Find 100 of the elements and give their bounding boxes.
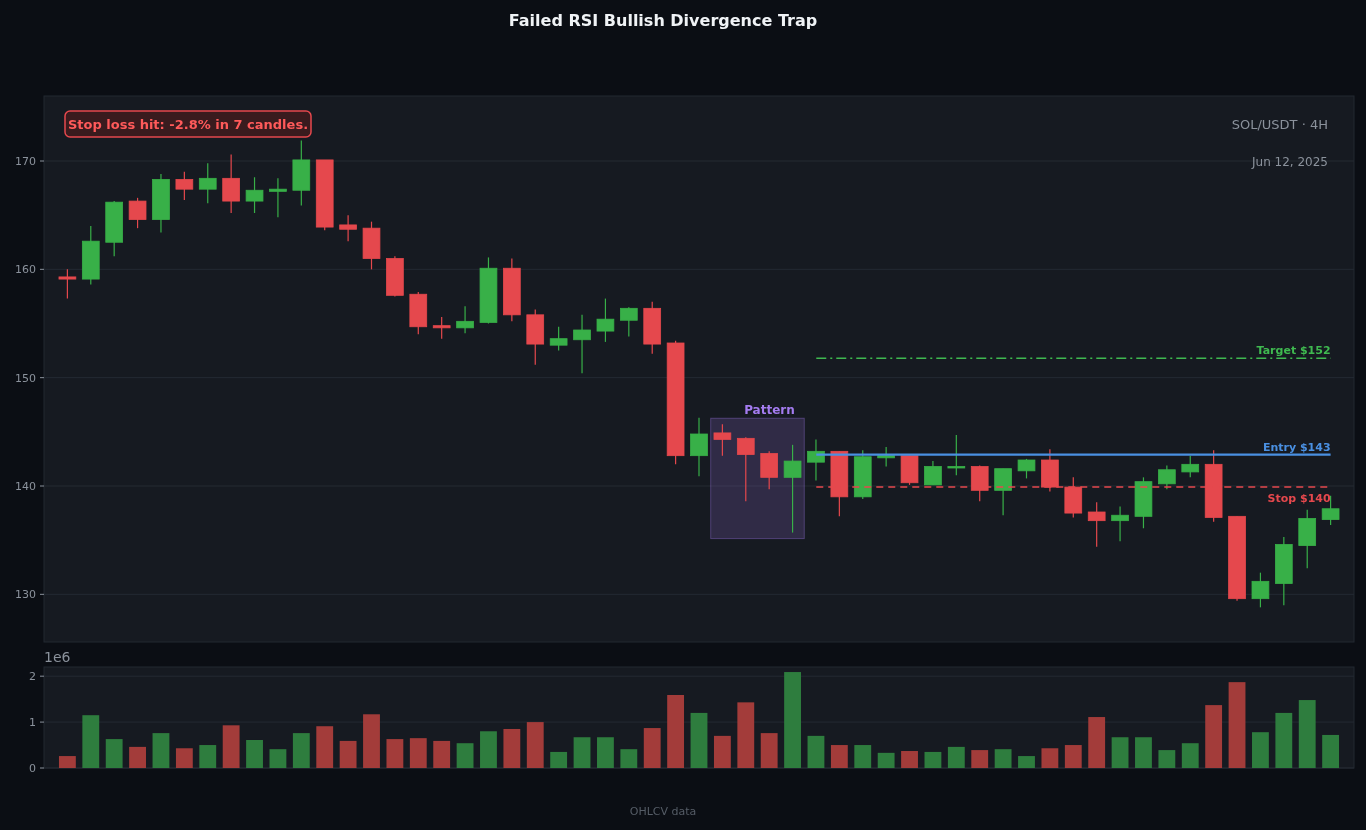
bar bbox=[1275, 712, 1293, 768]
bar bbox=[877, 752, 895, 768]
bar bbox=[737, 702, 755, 768]
bar bbox=[199, 745, 217, 768]
bar bbox=[947, 746, 965, 768]
candlestick bbox=[713, 423, 732, 457]
text: OHLCV data bbox=[629, 804, 697, 818]
candlestick bbox=[128, 197, 147, 229]
bar bbox=[480, 731, 497, 768]
annotation: Pattern bbox=[744, 403, 795, 418]
bar bbox=[1322, 734, 1340, 768]
bar bbox=[58, 756, 76, 768]
candlestick bbox=[1111, 505, 1129, 542]
y-tick-label: 0 bbox=[29, 761, 36, 775]
ref-line-label: Entry $143 bbox=[1262, 440, 1331, 454]
bar bbox=[152, 733, 170, 768]
bar bbox=[105, 739, 123, 768]
candlestick bbox=[1181, 455, 1200, 478]
bar bbox=[339, 740, 357, 768]
candlestick bbox=[222, 153, 240, 214]
bar bbox=[246, 740, 263, 768]
bar bbox=[971, 750, 989, 768]
candlestick bbox=[339, 214, 357, 242]
bar bbox=[82, 715, 100, 768]
bar bbox=[1111, 737, 1129, 768]
candlestick bbox=[596, 297, 615, 343]
candlestick bbox=[760, 450, 778, 490]
candlestick bbox=[690, 417, 708, 477]
y-tick-label: 140 bbox=[15, 479, 36, 493]
y-axis-title: 1e6 bbox=[44, 649, 71, 665]
bar bbox=[222, 725, 240, 768]
bar bbox=[550, 751, 568, 768]
bar bbox=[924, 751, 942, 768]
bar bbox=[363, 714, 380, 768]
bar bbox=[1064, 745, 1082, 768]
bar bbox=[526, 722, 544, 768]
bar bbox=[760, 733, 778, 768]
bar bbox=[503, 728, 521, 768]
bar bbox=[456, 743, 474, 768]
bar bbox=[784, 672, 801, 768]
candlestick bbox=[549, 326, 568, 352]
y-tick-label: 2 bbox=[29, 670, 36, 684]
bar bbox=[713, 735, 731, 768]
bar bbox=[386, 739, 404, 768]
bar bbox=[433, 740, 451, 768]
y-tick-label: 150 bbox=[15, 371, 36, 385]
bar bbox=[129, 746, 146, 768]
y-tick-label: 170 bbox=[15, 154, 36, 168]
bar bbox=[643, 728, 661, 768]
bar bbox=[409, 738, 427, 768]
candlestick bbox=[994, 468, 1012, 516]
bar bbox=[1181, 743, 1199, 768]
candlestick bbox=[245, 176, 264, 214]
bar bbox=[269, 749, 287, 768]
annotation: SOL/USDT · 4H bbox=[1231, 116, 1328, 132]
bar bbox=[1252, 732, 1269, 768]
candlestick bbox=[1158, 464, 1176, 490]
candlestick bbox=[947, 434, 966, 476]
bar bbox=[854, 745, 872, 768]
bar bbox=[597, 737, 614, 768]
candlestick bbox=[924, 460, 942, 486]
bar bbox=[573, 737, 591, 768]
bar bbox=[994, 749, 1012, 768]
bar bbox=[1158, 750, 1176, 768]
bar bbox=[807, 735, 825, 768]
bar bbox=[1041, 748, 1059, 768]
candlestick bbox=[1087, 501, 1106, 548]
bar bbox=[690, 712, 708, 768]
y-tick-label: 160 bbox=[15, 263, 36, 277]
candlestick bbox=[269, 177, 287, 218]
bar bbox=[620, 749, 638, 768]
bar bbox=[830, 745, 848, 768]
candlestick bbox=[58, 268, 77, 300]
ref-line-label: Stop $140 bbox=[1267, 491, 1331, 505]
bar bbox=[175, 748, 193, 768]
candlestick bbox=[783, 444, 802, 534]
bar bbox=[292, 733, 310, 768]
candlestick bbox=[1251, 572, 1270, 608]
candlestick bbox=[432, 316, 451, 340]
candlestick bbox=[456, 305, 474, 334]
candlestick bbox=[736, 436, 755, 502]
y-tick-label: 1 bbox=[29, 715, 36, 729]
bar bbox=[1298, 700, 1316, 768]
annotation: Stop loss hit: -2.8% in 7 candles. bbox=[67, 116, 309, 132]
annotation: Jun 12, 2025 bbox=[1250, 155, 1328, 170]
candlestick bbox=[573, 314, 591, 374]
bar bbox=[316, 726, 334, 768]
bar bbox=[1135, 737, 1152, 768]
y-tick-label: 130 bbox=[15, 588, 36, 602]
bar bbox=[1205, 705, 1223, 768]
bar bbox=[1018, 756, 1035, 768]
candlestick bbox=[198, 162, 217, 204]
chart-title: Failed RSI Bullish Divergence Trap bbox=[508, 11, 818, 30]
candlestick bbox=[620, 306, 638, 338]
ref-line-label: Target $152 bbox=[1256, 344, 1331, 358]
candlestick bbox=[175, 171, 194, 201]
bar bbox=[901, 751, 918, 768]
bar bbox=[667, 695, 685, 768]
bar bbox=[1228, 682, 1246, 768]
bar bbox=[1088, 717, 1106, 768]
